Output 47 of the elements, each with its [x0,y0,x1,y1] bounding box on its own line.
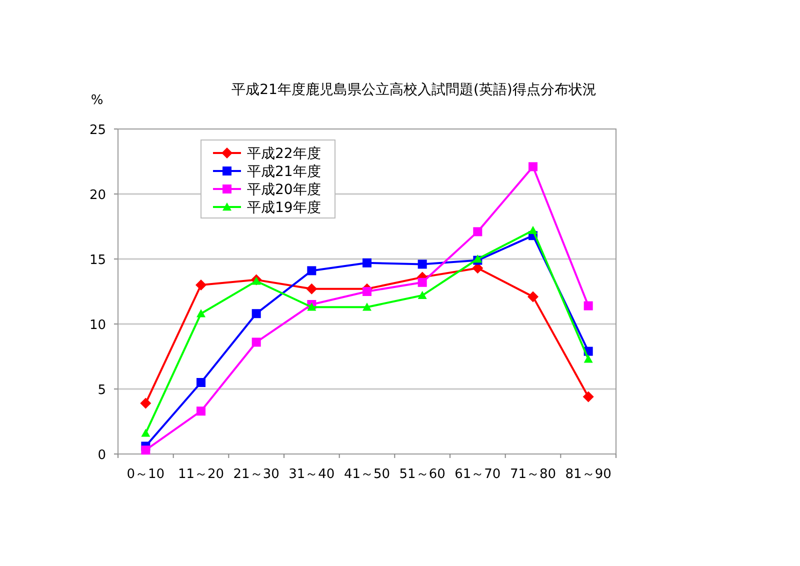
y-tick-label: 0 [98,448,106,463]
point [252,276,261,285]
point [196,406,206,416]
y-tick-label: 15 [89,253,106,268]
point [196,309,206,318]
legend-label: 平成21年度 [247,164,321,180]
point [252,309,261,318]
y-tick-label: 10 [89,318,106,333]
point [196,280,206,290]
y-tick-label: 5 [98,383,106,398]
x-tick-label: 51～60 [399,467,446,482]
point [582,391,594,402]
x-tick-label: 11～20 [178,467,224,482]
x-tick-label: 81～90 [565,467,612,482]
point [306,283,318,294]
point [307,266,316,276]
point [141,446,150,455]
y-tick-label: 20 [89,188,106,203]
x-tick-label: 71～80 [510,467,556,482]
point [584,354,593,363]
point [141,428,150,437]
point [196,378,206,387]
legend-label: 平成20年度 [247,182,321,198]
point [252,338,261,347]
point [584,301,593,310]
point [528,291,538,302]
point [418,260,427,269]
point [528,226,538,234]
point [140,398,152,409]
legend-label: 平成22年度 [247,146,321,162]
point [473,227,482,236]
point [362,258,372,268]
point [418,278,427,287]
point [362,302,372,311]
legend-label: 平成19年度 [247,200,321,216]
y-tick-label: 25 [89,123,106,138]
point [418,290,427,299]
x-tick-label: 41～50 [344,467,390,482]
point [362,287,372,296]
chart-title: 平成21年度鹿児島県公立高校入試問題(英語)得点分布状況 [232,82,596,98]
x-tick-label: 21～30 [233,467,280,482]
point [528,162,538,172]
y-axis-title: % [90,93,104,108]
x-tick-label: 61～70 [454,467,501,482]
point [307,302,316,311]
x-tick-label: 31～40 [288,467,335,482]
x-tick-label: 0～10 [126,467,165,482]
